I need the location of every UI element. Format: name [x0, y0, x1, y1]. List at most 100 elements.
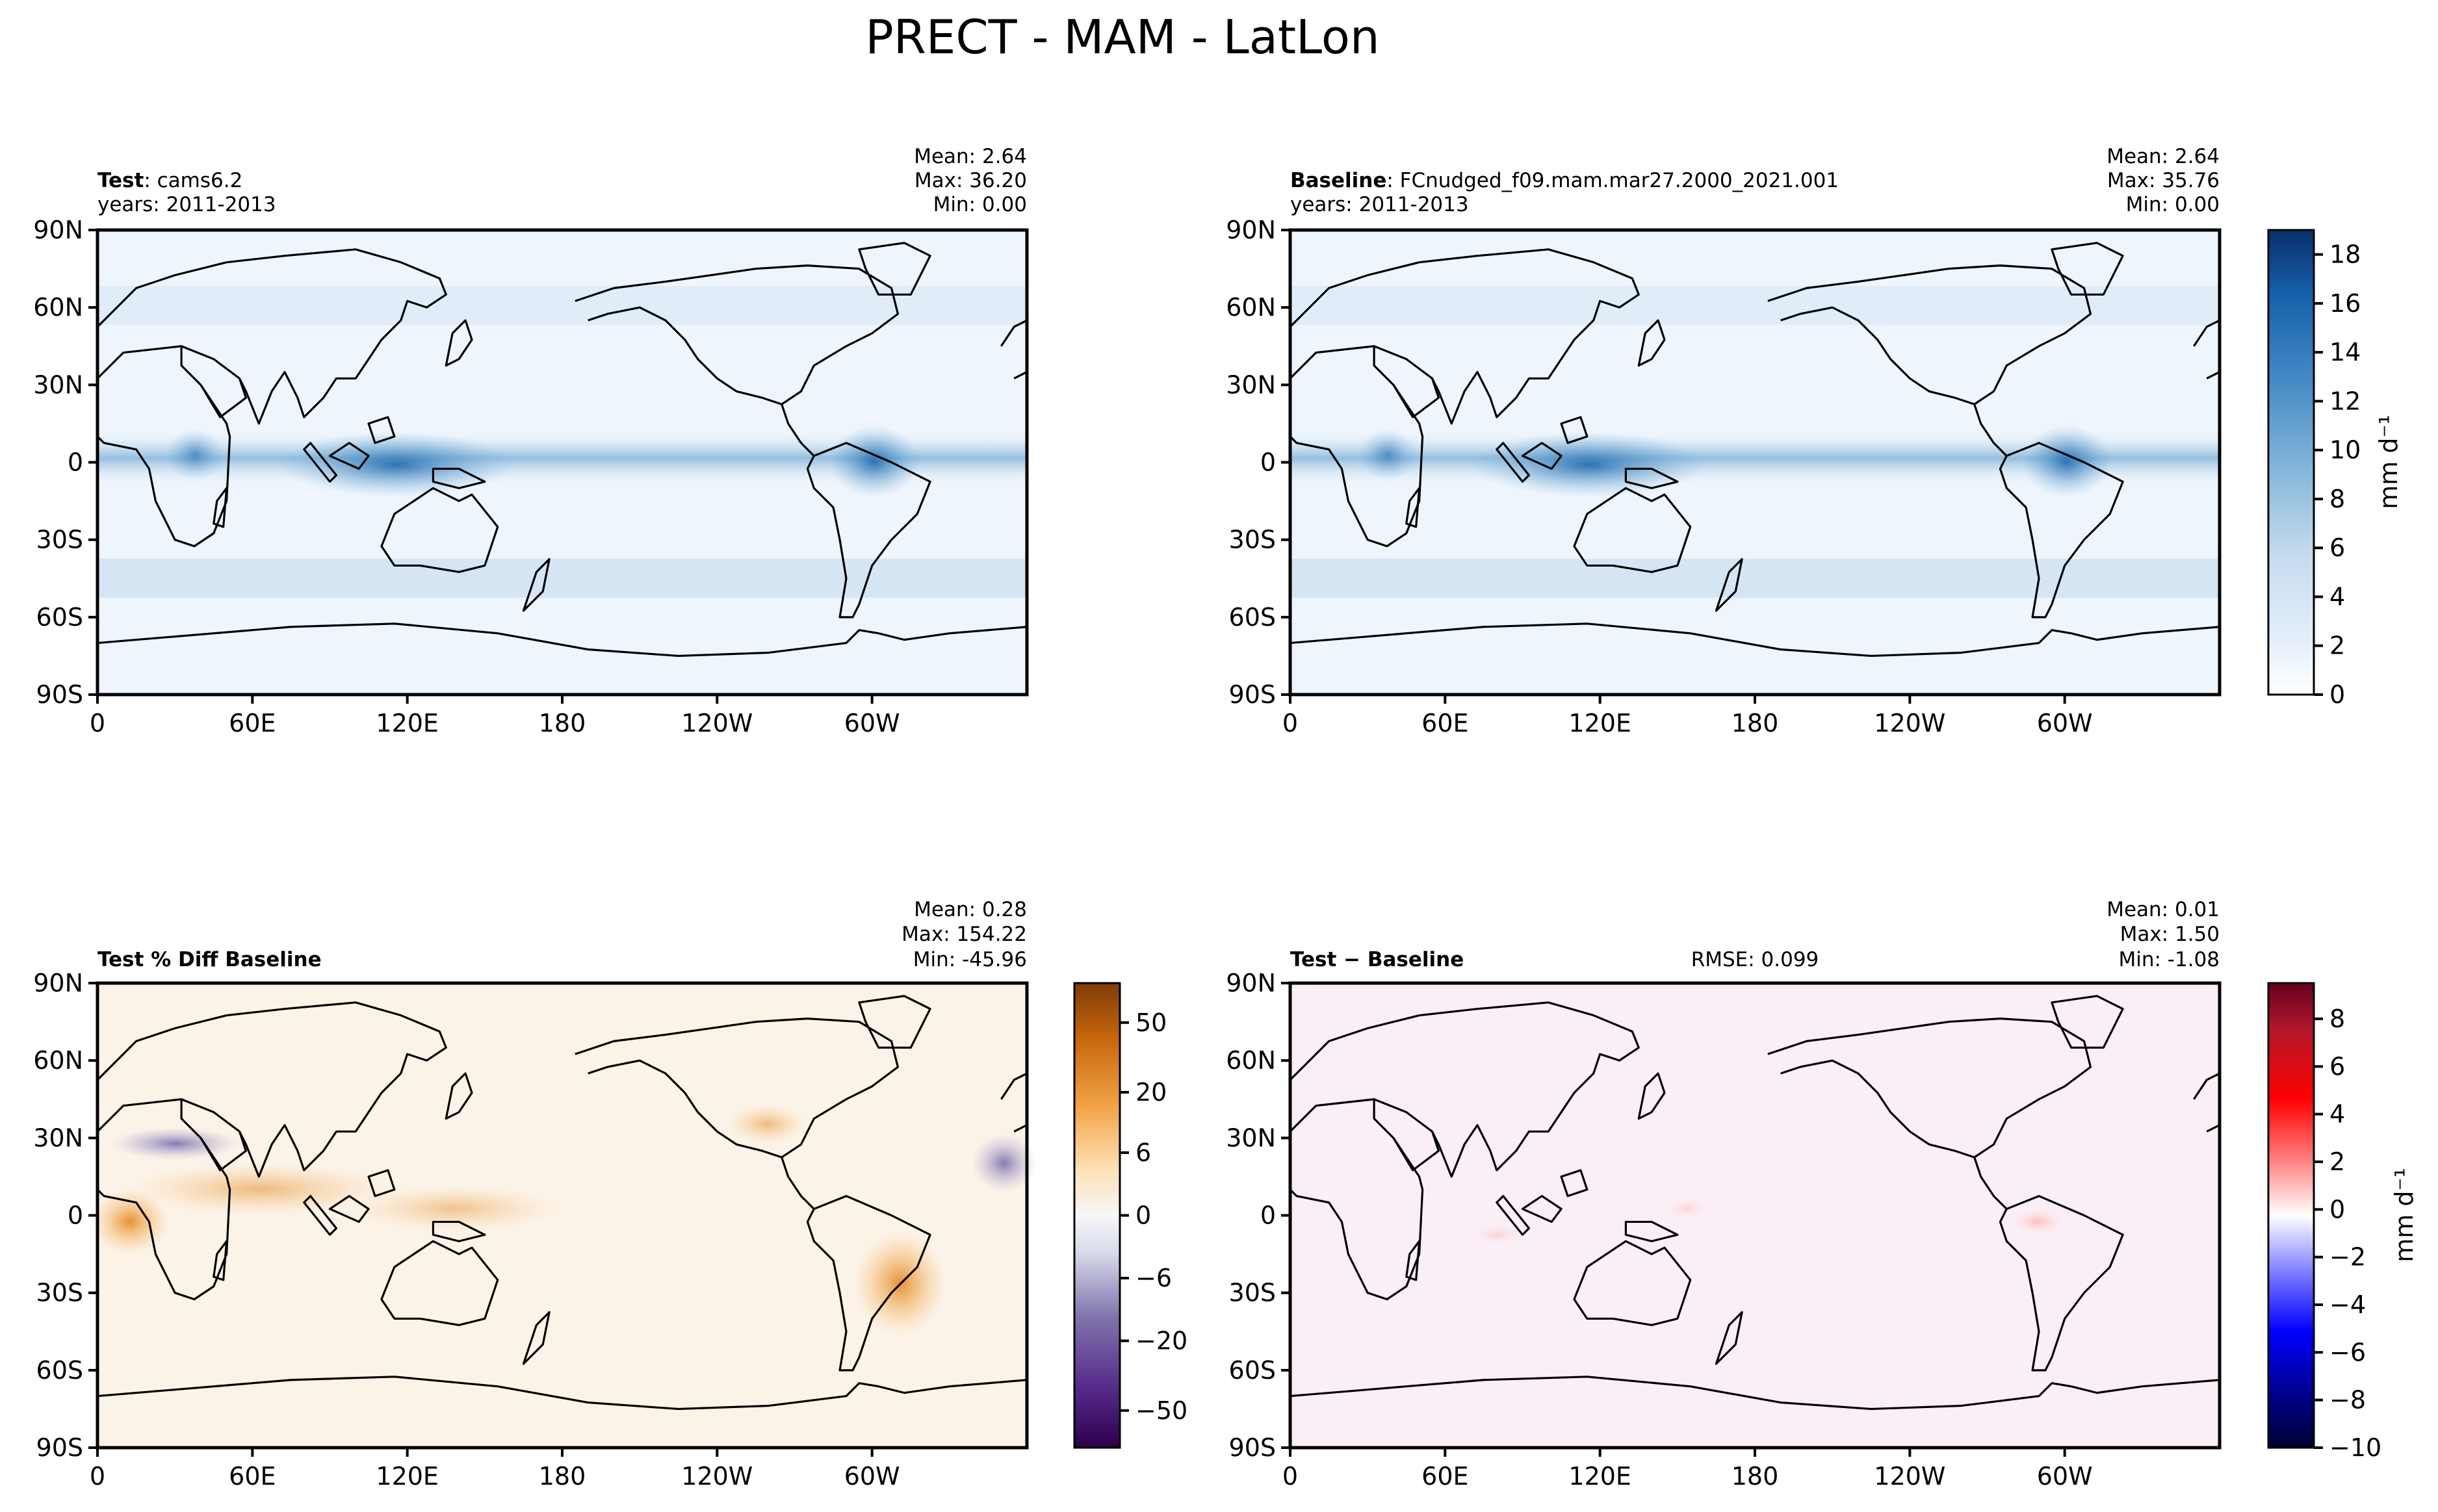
svg-text:Test: cams6.2: Test: cams6.2 [97, 169, 242, 192]
colorbar-tick-label: 4 [2329, 1100, 2345, 1129]
tropical-indian-positive [130, 1163, 390, 1215]
colorbar-tick-label: 8 [2329, 485, 2345, 513]
amazon-positive [2012, 1209, 2064, 1235]
lon-tick-label: 0 [90, 1462, 105, 1491]
colorbar-tick-label: 0 [1135, 1201, 1151, 1230]
panel-years: years: 2011-2013 [97, 193, 276, 216]
colorbar-tick-label: −2 [2329, 1243, 2366, 1272]
colorbar-tick-label: 6 [2329, 1052, 2345, 1081]
lat-tick-label: 90N [1226, 216, 1276, 244]
lat-tick-label: 30N [1226, 370, 1276, 399]
colorbar-tick-label: 8 [2329, 1005, 2345, 1033]
maritime-continent-max [279, 432, 513, 497]
lon-tick-label: 60E [1421, 709, 1468, 737]
stat-max: Max: 154.22 [901, 923, 1027, 946]
panel-baseline-header: Baseline: FCnudged_f09.mam.mar27.2000_20… [1290, 145, 2220, 216]
colorbar-precip: 18 16 14 12 10 8 6 4 2 0 mm d⁻¹ [2267, 229, 2403, 709]
lat-tick-label: 30S [36, 1279, 83, 1307]
colorbar-diff: 8 6 4 2 0 −2 −4 −6 −8 −10 mm d⁻¹ [2267, 982, 2419, 1462]
lat-tick-label: 90S [1229, 680, 1276, 709]
colorbar-tick-label: −20 [1135, 1327, 1187, 1355]
stat-mean: Mean: 0.28 [914, 898, 1027, 921]
panel-label: Test [1290, 948, 1337, 971]
colorbar-label: mm d⁻¹ [2390, 1168, 2419, 1262]
figure-title: PRECT - MAM - LatLon [865, 10, 1379, 64]
central-africa-max [166, 429, 224, 481]
svg-text:Baseline: FCnudged_f09.mam.mar: Baseline: FCnudged_f09.mam.mar27.2000_20… [1290, 169, 1839, 192]
atlantic-negative [972, 1134, 1037, 1192]
panel-label: Test [97, 169, 144, 192]
svg-text:Test − Baseline: Test − Baseline [1290, 948, 1464, 971]
lon-tick-label: 180 [1731, 709, 1779, 737]
colorbar-tick-label: −8 [2329, 1386, 2366, 1415]
colorbar-tick-label: 6 [2329, 533, 2345, 562]
lon-tick-label: 60E [229, 709, 276, 737]
arabia-negative [110, 1127, 240, 1160]
africa-positive [91, 1189, 169, 1254]
stat-mean: Mean: 0.01 [2107, 898, 2220, 921]
tropical-pacific-positive [351, 1186, 559, 1231]
colorbar-tick-label: −10 [2329, 1433, 2381, 1462]
colorbar-tick-label: 20 [1135, 1078, 1167, 1107]
central-africa-max [1358, 429, 1417, 481]
mexico-positive [728, 1105, 806, 1144]
panel-label: Baseline [1290, 169, 1386, 192]
stat-min: Min: -45.96 [913, 948, 1027, 971]
panel-diff-header: Test − Baseline RMSE: 0.099 Mean: 0.01 M… [1290, 898, 2220, 971]
lon-tick-label: 60W [844, 1462, 900, 1491]
stat-min: Min: 0.00 [933, 193, 1027, 216]
lon-tick-label: 60W [2037, 1462, 2093, 1491]
svg-text:Test % Diff Baseline: Test % Diff Baseline [97, 948, 322, 971]
colorbar-tick-label: 50 [1135, 1008, 1167, 1037]
lat-tick-label: 30S [1229, 1279, 1276, 1307]
lat-tick-label: 60N [33, 1046, 83, 1075]
pacific-positive [1667, 1199, 1706, 1218]
lon-tick-label: 120W [681, 1462, 753, 1491]
stat-max: Max: 36.20 [914, 169, 1027, 192]
colorbar-pct: 50 20 6 0 −6 −20 −50 [1073, 982, 1187, 1449]
stat-max: Max: 1.50 [2120, 923, 2220, 946]
lat-tick-label: 60N [1226, 1046, 1276, 1075]
stat-min: Min: -1.08 [2118, 948, 2220, 971]
lon-tick-label: 120E [1568, 1462, 1631, 1491]
colorbar-label: mm d⁻¹ [2374, 415, 2403, 509]
lon-tick-label: 60E [1421, 1462, 1468, 1491]
lon-tick-label: 0 [1282, 1462, 1298, 1491]
lon-tick-label: 180 [539, 709, 586, 737]
lat-tick-label: 60S [36, 603, 83, 632]
lat-tick-label: 90N [1226, 969, 1276, 997]
colorbar-tick-label: 4 [2329, 582, 2345, 611]
lat-tick-label: 90S [1229, 1433, 1276, 1462]
lat-tick-label: 90N [33, 969, 83, 997]
panel-label: Test % Diff Baseline [97, 948, 322, 971]
colorbar-tick-label: 18 [2329, 240, 2361, 269]
lat-tick-label: 60S [1229, 1356, 1276, 1385]
storm-track-north [1290, 286, 2220, 325]
panel-test-header: Test: cams6.2 years: 2011-2013 Mean: 2.6… [97, 145, 1027, 216]
colorbar-tick-label: 2 [2329, 632, 2345, 660]
lon-tick-label: 60E [229, 1462, 276, 1491]
lon-tick-label: 120W [1874, 709, 1945, 737]
colorbar-tick-label: 0 [2329, 680, 2345, 709]
lon-tick-label: 180 [539, 1462, 586, 1491]
colorbar-tick-label: 2 [2329, 1147, 2345, 1176]
colorbar-tick-label: −50 [1135, 1396, 1187, 1425]
colorbar-tick-label: 16 [2329, 289, 2361, 318]
amazon-max [829, 426, 920, 497]
lat-tick-label: 30N [33, 1123, 83, 1152]
colorbar-tick-label: 0 [2329, 1195, 2345, 1224]
storm-track-south [1290, 559, 2220, 598]
lon-tick-label: 120W [681, 709, 753, 737]
lon-tick-label: 0 [90, 709, 105, 737]
panel-test-map [96, 228, 1029, 697]
indian-ocean-positive [1472, 1225, 1524, 1244]
lat-tick-label: 30N [33, 370, 83, 399]
lat-tick-label: 30S [36, 526, 83, 554]
lon-tick-label: 120E [1568, 709, 1631, 737]
colorbar-tick-label: −4 [2329, 1290, 2366, 1319]
lat-tick-label: 90S [36, 1433, 83, 1462]
lat-tick-label: 60S [36, 1356, 83, 1385]
amazon-max [2021, 426, 2112, 497]
lat-tick-label: 30S [1229, 526, 1276, 554]
